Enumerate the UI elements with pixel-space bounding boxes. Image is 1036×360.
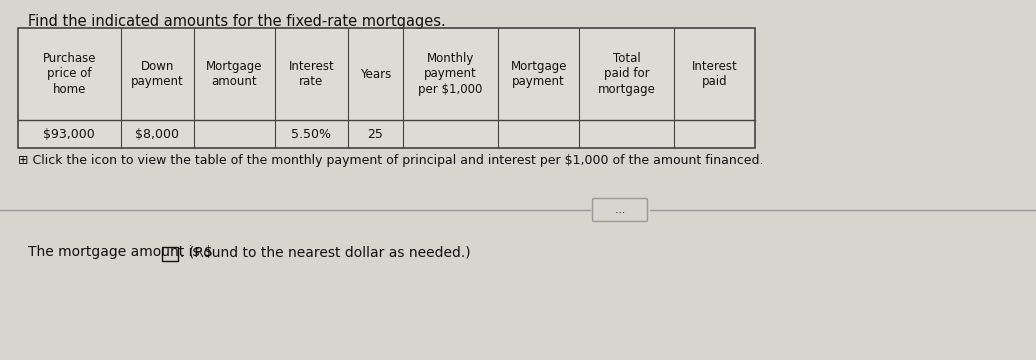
Text: ⊞ Click the icon to view the table of the monthly payment of principal and inter: ⊞ Click the icon to view the table of th… bbox=[18, 154, 764, 167]
Text: $8,000: $8,000 bbox=[136, 127, 179, 140]
Text: Total
paid for
mortgage: Total paid for mortgage bbox=[598, 52, 656, 96]
Text: The mortgage amount is $: The mortgage amount is $ bbox=[28, 245, 212, 259]
Text: Interest
rate: Interest rate bbox=[288, 60, 335, 88]
Text: 5.50%: 5.50% bbox=[291, 127, 332, 140]
Text: …: … bbox=[614, 205, 625, 215]
Text: Mortgage
amount: Mortgage amount bbox=[206, 60, 262, 88]
Text: 25: 25 bbox=[368, 127, 383, 140]
Bar bbox=[163, 247, 178, 261]
Text: Down
payment: Down payment bbox=[131, 60, 183, 88]
Bar bbox=[18, 28, 755, 148]
Text: . (Round to the nearest dollar as needed.): . (Round to the nearest dollar as needed… bbox=[180, 245, 471, 259]
FancyBboxPatch shape bbox=[593, 198, 648, 221]
Text: Purchase
price of
home: Purchase price of home bbox=[42, 52, 96, 96]
Text: $93,000: $93,000 bbox=[44, 127, 95, 140]
Text: Monthly
payment
per $1,000: Monthly payment per $1,000 bbox=[419, 52, 483, 96]
Bar bbox=[18, 28, 755, 148]
Text: Mortgage
payment: Mortgage payment bbox=[511, 60, 567, 88]
Text: Find the indicated amounts for the fixed-rate mortgages.: Find the indicated amounts for the fixed… bbox=[28, 14, 445, 29]
Text: Interest
paid: Interest paid bbox=[692, 60, 738, 88]
Text: Years: Years bbox=[359, 68, 392, 81]
